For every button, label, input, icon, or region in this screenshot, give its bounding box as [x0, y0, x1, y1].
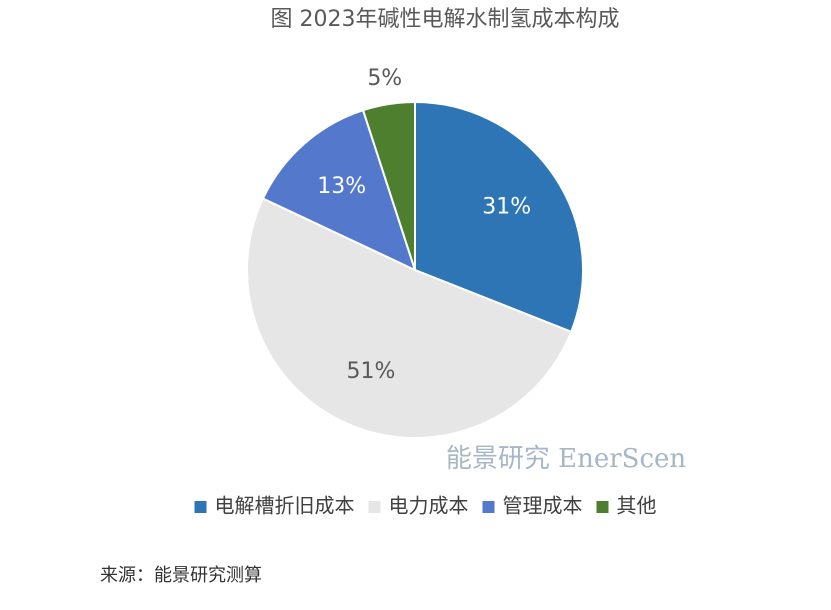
legend: 电解槽折旧成本 电力成本 管理成本 其他 [194, 494, 657, 518]
legend-swatch [596, 501, 609, 513]
data-label: 51% [347, 359, 396, 384]
legend-label: 电解槽折旧成本 [215, 494, 355, 518]
data-label: 31% [482, 195, 531, 220]
pie-slice [261, 108, 417, 272]
legend-label: 电力成本 [389, 494, 469, 518]
legend-label: 其他 [617, 494, 657, 518]
pie-slice [414, 100, 584, 334]
data-label: 5% [367, 66, 402, 91]
pie-slice [246, 197, 573, 439]
legend-swatch [482, 501, 495, 513]
source-note: 来源：能景研究测算 [100, 565, 262, 586]
legend-swatch [368, 501, 381, 513]
legend-label: 管理成本 [503, 494, 583, 518]
legend-swatch [194, 501, 207, 513]
watermark: 能景研究 EnerScen [446, 444, 687, 474]
data-label: 13% [317, 174, 366, 199]
pie-slice [361, 100, 416, 271]
chart-title: 图 2023年碱性电解水制氢成本构成 [271, 7, 620, 32]
